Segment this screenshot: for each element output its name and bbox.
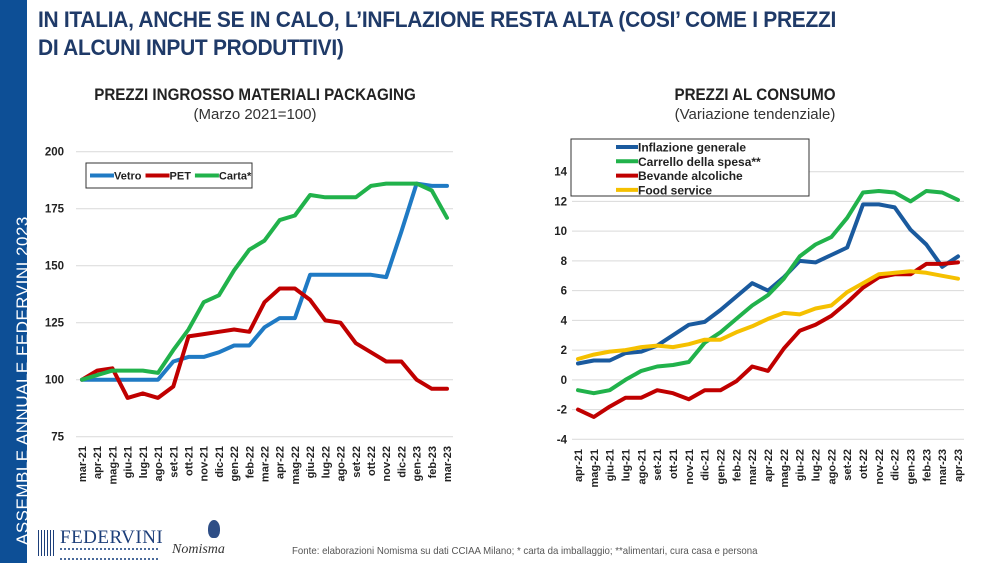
x-tick-label: lug-22 [320,446,332,478]
legend-label: Carrello della spesa** [638,155,761,169]
y-tick-label: 200 [45,147,64,159]
x-tick-label: nov-21 [684,449,696,484]
x-tick-label: ago-22 [336,446,348,481]
y-tick-label: 75 [51,432,64,444]
legend-box [570,138,810,197]
x-tick-label: set-21 [652,449,664,481]
x-tick-label: ott-21 [183,446,195,476]
x-tick-label: set-21 [168,446,180,478]
series-line-inflazione-generale [576,202,960,366]
slide-title-line1: IN ITALIA, ANCHE SE IN CALO, L’INFLAZION… [38,7,837,32]
series-line-bevande-alcoliche [576,260,960,419]
slide-title: IN ITALIA, ANCHE SE IN CALO, L’INFLAZION… [38,6,931,62]
x-tick-label: set-22 [842,449,854,481]
x-tick-label: ago-21 [153,446,165,481]
x-tick-label: gen-22 [229,446,241,481]
x-tick-label: mar-23 [442,446,454,482]
x-tick-label: dic-22 [396,446,408,478]
nomisma-logo: Nomisma [172,520,225,560]
y-tick-label: -2 [557,405,567,417]
legend-label: Carta* [219,171,252,183]
x-tick-label: giu-21 [605,449,617,481]
x-tick-label: apr-23 [953,449,965,482]
x-tick-label: apr-22 [763,449,775,482]
y-tick-label: 4 [561,315,568,327]
x-tick-label: ago-21 [636,449,648,484]
x-tick-label: apr-22 [275,446,287,479]
y-tick-label: 14 [554,167,567,179]
x-tick-label: apr-21 [573,449,585,482]
source-note: Fonte: elaborazioni Nomisma su dati CCIA… [292,545,758,557]
y-tick-label: 2 [561,345,567,357]
slide-title-line2: DI ALCUNI INPUT PRODUTTIVI) [38,35,344,60]
x-tick-label: gen-23 [412,446,424,481]
federvini-name: FEDERVINI [60,527,164,548]
y-tick-label: -4 [557,434,568,446]
x-tick-label: ott-21 [668,449,680,479]
x-tick-label: lug-22 [811,449,823,481]
x-tick-label: gen-22 [716,449,728,484]
legend-label: Food service [638,183,712,197]
series-line-food-service [576,269,960,361]
x-tick-label: lug-21 [621,449,633,481]
legend-label: Vetro [114,171,142,183]
series-line-vetro [80,181,449,382]
x-tick-label: mar-22 [260,446,272,482]
x-tick-label: mag-22 [779,449,791,488]
left-chart-subtitle: (Marzo 2021=100) [193,106,317,123]
y-tick-label: 175 [45,204,65,216]
x-tick-label: nov-22 [874,449,886,484]
x-tick-label: mag-21 [589,449,601,488]
nomisma-emblem [208,520,220,538]
sidebar-band: ASSEMBLE ANNUALE FEDERVINI 2023 [0,0,32,563]
x-tick-label: giu-22 [305,446,317,478]
x-tick-label: apr-21 [92,446,104,479]
x-tick-label: gen-23 [906,449,918,484]
x-tick-label: mag-21 [107,446,119,485]
x-tick-label: dic-22 [890,449,902,481]
x-tick-label: giu-21 [123,446,135,478]
x-tick-label: mar-22 [747,449,759,485]
y-tick-label: 10 [554,226,567,238]
left-chart-title: PREZZI INGROSSO MATERIALI PACKAGING [94,86,416,104]
nomisma-name: Nomisma [172,542,225,557]
series-line-carta- [80,181,449,382]
y-tick-label: 8 [561,256,568,268]
y-tick-label: 100 [45,375,64,387]
x-tick-label: ago-22 [826,449,838,484]
x-tick-label: dic-21 [214,446,226,478]
right-chart-subtitle: (Variazione tendenziale) [674,106,836,123]
legend: Vetro PET Carta* [85,162,253,189]
x-tick-label: mar-21 [77,446,89,482]
y-tick-label: 12 [554,196,567,208]
x-tick-label: ott-22 [858,449,870,479]
x-tick-label: feb-23 [921,449,933,481]
x-tick-label: nov-21 [199,446,211,481]
y-tick-label: 150 [45,261,64,273]
x-tick-label: feb-22 [731,449,743,481]
x-tick-label: dic-21 [700,449,712,481]
legend-label: Bevande alcoliche [638,169,743,183]
legend-label: Inflazione generale [638,141,746,155]
legend-label: PET [170,171,192,183]
x-tick-label: ott-22 [366,446,378,476]
x-tick-label: set-22 [351,446,363,478]
y-tick-label: 6 [561,286,567,298]
chart-0: 75 100 125 150 175 200 mar-21 apr-21 mag-21 giu-2… [45,147,454,485]
x-tick-label: feb-22 [244,446,256,478]
x-tick-label: nov-22 [381,446,393,481]
x-tick-label: mar-23 [937,449,949,485]
x-tick-label: mag-22 [290,446,302,485]
y-tick-label: 125 [45,318,65,330]
right-chart-title: PREZZI AL CONSUMO [674,86,836,104]
federvini-tagline [60,548,158,560]
x-tick-label: feb-23 [427,446,439,478]
federvini-emblem [38,530,56,556]
x-tick-label: lug-21 [138,446,150,478]
y-tick-label: 0 [561,375,567,387]
x-tick-label: giu-22 [795,449,807,481]
